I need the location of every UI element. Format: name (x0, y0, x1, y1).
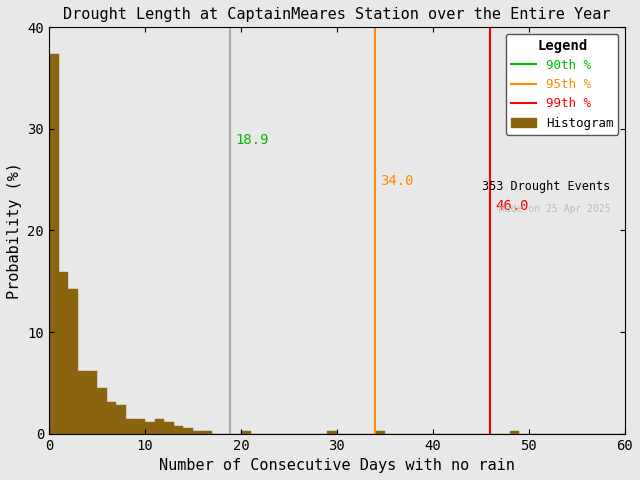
Bar (241, 431, 251, 433)
Bar (126, 420, 136, 433)
Text: 34.0: 34.0 (380, 174, 413, 188)
Bar (375, 431, 385, 433)
Text: 46.0: 46.0 (495, 199, 529, 213)
Bar (203, 431, 212, 433)
Bar (49, 54, 59, 433)
Title: Drought Length at CaptainMeares Station over the Entire Year: Drought Length at CaptainMeares Station … (63, 7, 611, 22)
Text: 353 Drought Events: 353 Drought Events (482, 180, 611, 192)
Bar (78, 371, 88, 433)
Text: Made on 25 Apr 2025: Made on 25 Apr 2025 (499, 204, 611, 214)
Bar (116, 405, 126, 433)
Bar (155, 420, 164, 433)
Bar (88, 371, 97, 433)
Bar (145, 422, 155, 433)
Text: 18.9: 18.9 (236, 133, 269, 147)
Y-axis label: Probability (%): Probability (%) (7, 162, 22, 299)
Bar (193, 431, 203, 433)
Bar (107, 402, 116, 433)
Bar (174, 425, 184, 433)
X-axis label: Number of Consecutive Days with no rain: Number of Consecutive Days with no rain (159, 458, 515, 473)
Bar (327, 431, 337, 433)
Bar (136, 420, 145, 433)
Bar (68, 289, 78, 433)
Bar (164, 422, 174, 433)
Bar (97, 388, 107, 433)
Bar (509, 431, 519, 433)
Bar (184, 428, 193, 433)
Bar (59, 272, 68, 433)
Legend: 90th %, 95th %, 99th %, Histogram: 90th %, 95th %, 99th %, Histogram (506, 34, 618, 134)
